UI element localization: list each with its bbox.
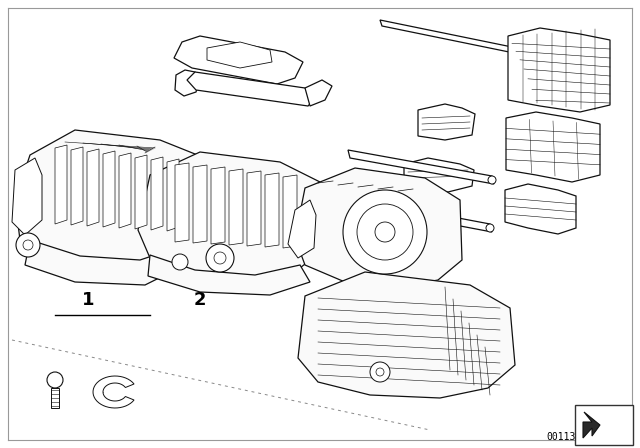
Polygon shape xyxy=(25,240,175,285)
Circle shape xyxy=(47,372,63,388)
Polygon shape xyxy=(175,70,200,96)
Circle shape xyxy=(376,368,384,376)
Circle shape xyxy=(206,244,234,272)
Polygon shape xyxy=(342,196,492,232)
Polygon shape xyxy=(103,151,115,227)
Polygon shape xyxy=(298,272,515,398)
Polygon shape xyxy=(506,112,600,182)
Polygon shape xyxy=(175,163,189,242)
Polygon shape xyxy=(167,159,179,231)
Circle shape xyxy=(486,224,494,232)
Polygon shape xyxy=(135,155,147,229)
Polygon shape xyxy=(15,130,215,270)
Bar xyxy=(575,405,633,445)
Polygon shape xyxy=(148,255,310,295)
Polygon shape xyxy=(12,158,42,235)
Polygon shape xyxy=(193,165,207,243)
Circle shape xyxy=(357,204,413,260)
Polygon shape xyxy=(87,149,99,226)
Polygon shape xyxy=(211,167,225,244)
Text: 2: 2 xyxy=(194,291,206,309)
Polygon shape xyxy=(151,157,163,230)
Polygon shape xyxy=(207,42,272,68)
Polygon shape xyxy=(418,104,475,140)
Circle shape xyxy=(343,190,427,274)
Circle shape xyxy=(488,176,496,184)
Circle shape xyxy=(16,233,40,257)
Circle shape xyxy=(23,240,33,250)
Polygon shape xyxy=(265,173,279,247)
Circle shape xyxy=(375,222,395,242)
Polygon shape xyxy=(187,72,315,106)
Polygon shape xyxy=(380,20,558,62)
Text: 1: 1 xyxy=(82,291,94,309)
Polygon shape xyxy=(404,158,474,192)
Text: 00113616: 00113616 xyxy=(547,432,593,442)
Polygon shape xyxy=(505,184,576,234)
Polygon shape xyxy=(93,376,134,408)
Polygon shape xyxy=(348,150,494,184)
Polygon shape xyxy=(583,412,600,438)
Circle shape xyxy=(172,254,188,270)
Polygon shape xyxy=(305,80,332,106)
Polygon shape xyxy=(283,175,297,248)
Polygon shape xyxy=(138,152,325,278)
Polygon shape xyxy=(174,36,303,84)
Polygon shape xyxy=(295,168,462,288)
Polygon shape xyxy=(119,153,131,228)
Polygon shape xyxy=(55,145,67,224)
Polygon shape xyxy=(247,171,261,246)
Polygon shape xyxy=(229,169,243,245)
Polygon shape xyxy=(508,28,610,112)
Polygon shape xyxy=(288,200,316,258)
Polygon shape xyxy=(71,147,83,225)
Circle shape xyxy=(370,362,390,382)
Circle shape xyxy=(214,252,226,264)
Polygon shape xyxy=(51,388,59,408)
